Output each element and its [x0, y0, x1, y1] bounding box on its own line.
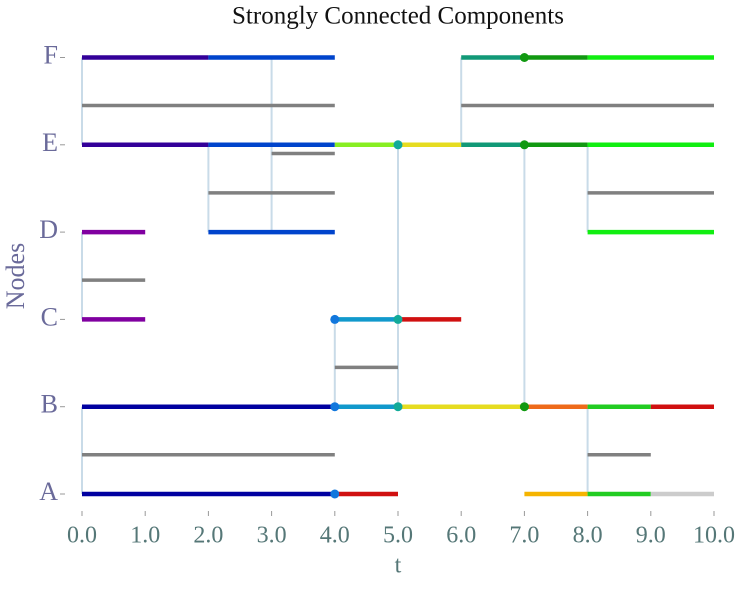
x-tick-label: 2.0	[193, 523, 223, 549]
event-point	[519, 140, 529, 150]
chart-title: Strongly Connected Components	[232, 3, 564, 30]
x-tick-label: 7.0	[509, 523, 539, 549]
y-tick-label: A	[39, 477, 58, 506]
event-point	[519, 53, 529, 62]
x-tick-label: 0.0	[67, 523, 97, 549]
event-point	[519, 402, 529, 412]
event-point	[330, 402, 340, 412]
event-point	[330, 314, 340, 324]
event-point	[393, 314, 403, 324]
y-tick-label: F	[44, 40, 58, 69]
x-tick-label: 8.0	[573, 523, 603, 549]
y-tick-label: C	[41, 302, 58, 331]
event-point	[393, 140, 403, 150]
x-axis-label: t	[395, 553, 402, 579]
x-tick-label: 9.0	[636, 523, 666, 549]
y-axis-label: Nodes	[1, 243, 30, 309]
y-tick-label: B	[41, 390, 58, 419]
y-tick-label: D	[39, 215, 58, 244]
x-tick-label: 1.0	[130, 523, 160, 549]
x-tick-label: 10.0	[693, 523, 735, 549]
x-tick-label: 5.0	[383, 523, 413, 549]
event-point	[330, 489, 340, 499]
x-tick-label: 6.0	[446, 523, 476, 549]
y-tick-label: E	[42, 128, 58, 157]
x-tick-label: 3.0	[257, 523, 287, 549]
x-tick-label: 4.0	[320, 523, 350, 549]
event-point	[393, 402, 403, 412]
